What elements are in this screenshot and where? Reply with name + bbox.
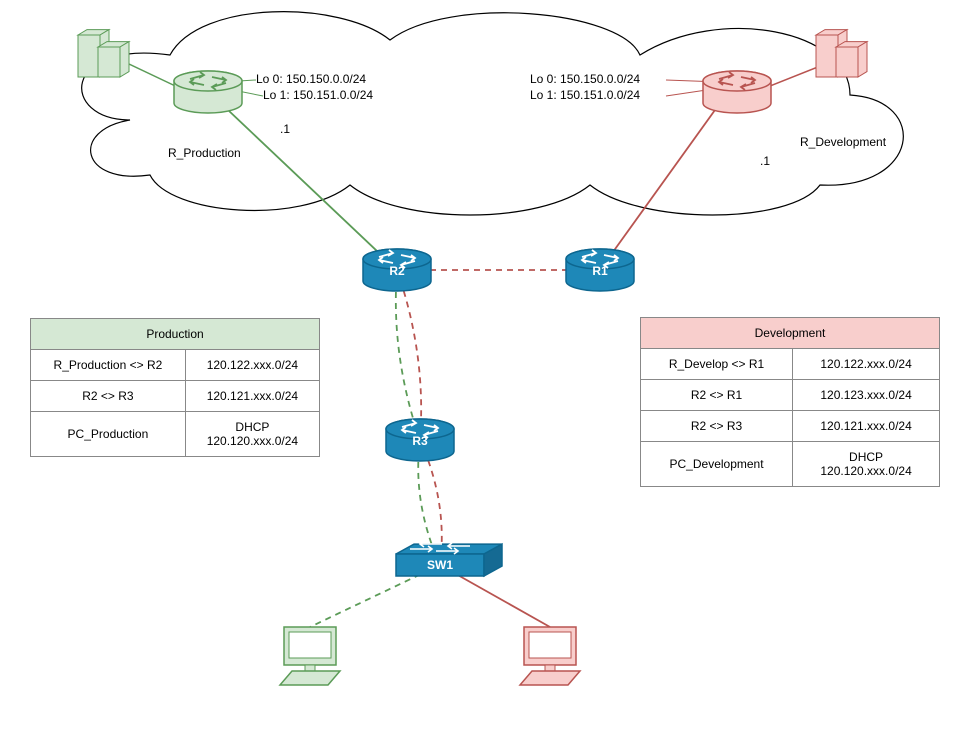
prod-ip1: .1 [280, 122, 290, 136]
table-cell: 120.121.xxx.0/24 [185, 381, 319, 412]
table-cell: PC_Production [31, 412, 186, 457]
server-development [816, 30, 867, 77]
table-cell: R_Develop <> R1 [641, 349, 793, 380]
prod-lo0: Lo 0: 150.150.0.0/24 [256, 72, 366, 86]
dev-lo1: Lo 1: 150.151.0.0/24 [530, 88, 640, 102]
table-cell: R2 <> R3 [31, 381, 186, 412]
table-production: ProductionR_Production <> R2120.122.xxx.… [30, 318, 320, 457]
dev-ip1: .1 [760, 154, 770, 168]
router-r3-label: R3 [412, 434, 428, 448]
router-development [703, 71, 771, 113]
table-header: Production [31, 319, 320, 350]
prod-lo1: Lo 1: 150.151.0.0/24 [263, 88, 373, 102]
pc-production [280, 627, 340, 685]
table-cell: 120.122.xxx.0/24 [793, 349, 940, 380]
table-cell: DHCP120.120.xxx.0/24 [793, 442, 940, 487]
table-cell: R_Production <> R2 [31, 350, 186, 381]
link-R2-R3-4 [397, 270, 421, 440]
table-cell: 120.121.xxx.0/24 [793, 411, 940, 442]
table-cell: 120.123.xxx.0/24 [793, 380, 940, 411]
router-r2-label: R2 [389, 264, 405, 278]
server-production [78, 30, 129, 77]
table-cell: PC_Development [641, 442, 793, 487]
r-development-label: R_Development [800, 135, 886, 149]
switch-sw1-label: SW1 [427, 558, 453, 572]
table-development: DevelopmentR_Develop <> R1120.122.xxx.0/… [640, 317, 940, 487]
table-cell: R2 <> R3 [641, 411, 793, 442]
table-cell: R2 <> R1 [641, 380, 793, 411]
table-cell: DHCP120.120.xxx.0/24 [185, 412, 319, 457]
router-production [174, 71, 242, 113]
dev-lo0: Lo 0: 150.150.0.0/24 [530, 72, 640, 86]
router-r1-label: R1 [592, 264, 608, 278]
link-R2-R3-3 [396, 270, 420, 440]
table-cell: 120.122.xxx.0/24 [185, 350, 319, 381]
r-production-label: R_Production [168, 146, 241, 160]
table-header: Development [641, 318, 940, 349]
pc-development [520, 627, 580, 685]
